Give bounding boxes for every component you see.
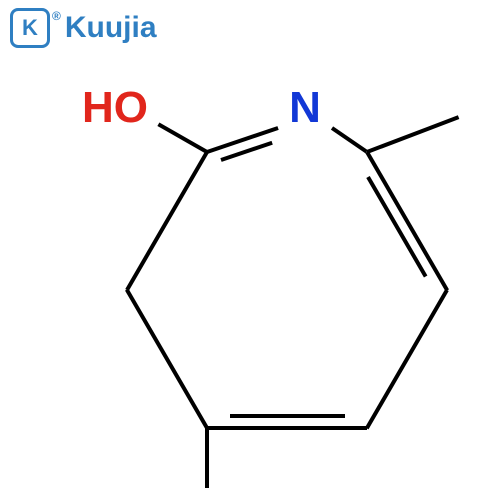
bond-line: [366, 115, 459, 154]
bond-line: [125, 151, 208, 291]
bond-line: [366, 176, 427, 277]
bond-line: [331, 126, 368, 153]
brand-name: Kuujia: [65, 11, 157, 45]
bond-line: [157, 122, 208, 153]
bond-line: [229, 414, 344, 418]
atom-label-n: N: [287, 86, 323, 130]
atom-label-oh: HO: [80, 86, 150, 130]
canvas: K ® Kuujia N HO: [0, 0, 500, 500]
hexagon-k-icon: K: [10, 8, 50, 48]
bond-line: [207, 426, 367, 430]
bond-line: [365, 151, 448, 291]
brand-logo: K ® Kuujia: [10, 8, 157, 48]
logo-letter: K: [22, 15, 38, 41]
bond-line: [365, 289, 448, 429]
registered-mark: ®: [52, 9, 61, 23]
bond-line: [125, 289, 208, 429]
bond-line: [205, 428, 209, 488]
